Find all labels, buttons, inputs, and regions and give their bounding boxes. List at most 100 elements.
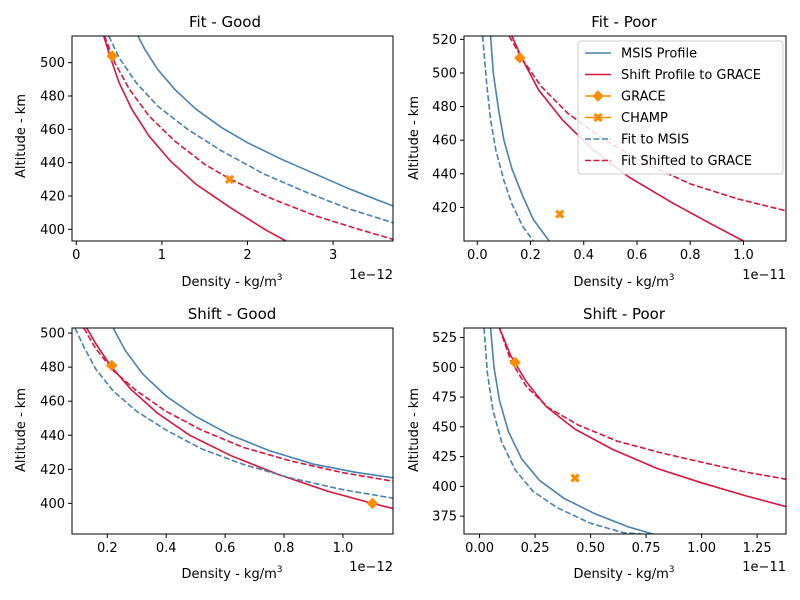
legend: MSIS Profile Shift Profile to GRACE GRACE C… xyxy=(577,40,784,175)
x-tick-label: 3 xyxy=(329,248,337,263)
x-axis-label-sup: 3 xyxy=(669,565,675,575)
y-tick-label: 500 xyxy=(432,361,457,376)
legend-item: Fit to MSIS xyxy=(585,133,689,148)
y-tick-label: 440 xyxy=(40,156,65,171)
plot-area-2: 0.2 0.4 0.6 0.8 1.0 400 420 440 460 480 500 xyxy=(40,327,394,556)
legend-label: Fit to MSIS xyxy=(621,133,689,148)
x-axis-label-sup: 3 xyxy=(277,565,283,575)
y-tick-label: 425 xyxy=(432,450,457,465)
series-line-shift-profile-to-grace xyxy=(102,36,287,241)
grace-marker xyxy=(366,497,379,510)
legend-item: Shift Profile to GRACE xyxy=(585,68,761,83)
axes-frame xyxy=(71,35,394,242)
axes-frame xyxy=(71,327,394,535)
subplot-shift-good: Shift - Good Altitude - km Density - kg/… xyxy=(14,305,393,582)
champ-marker xyxy=(570,473,580,483)
series-group xyxy=(483,328,786,534)
series-line-fit-to-msis xyxy=(74,328,393,499)
series-line-msis-profile xyxy=(489,328,654,534)
champ-marker xyxy=(593,112,603,123)
series-line-fit-to-msis xyxy=(483,328,642,534)
grace-marker xyxy=(106,50,118,62)
legend-label: Fit Shifted to GRACE xyxy=(621,154,752,169)
legend-item: Fit Shifted to GRACE xyxy=(585,154,752,169)
series-line-shift-profile-to-grace xyxy=(498,328,786,508)
legend-label: MSIS Profile xyxy=(621,47,697,62)
subplot-title: Shift - Poor xyxy=(583,305,666,323)
y-tick-label: 460 xyxy=(40,123,65,138)
x-tick-label: 1.0 xyxy=(733,248,754,263)
x-offset-text: 1e−12 xyxy=(349,268,393,283)
legend-item: GRACE xyxy=(585,90,666,105)
x-tick-label: 0 xyxy=(72,248,80,263)
x-offset-text: 1e−11 xyxy=(742,268,786,283)
legend-label: Shift Profile to GRACE xyxy=(621,68,761,83)
legend-frame xyxy=(577,40,784,175)
x-tick-label: 0.6 xyxy=(627,248,648,263)
grace-marker xyxy=(514,52,526,64)
subplot-title: Shift - Good xyxy=(188,305,277,323)
series-line-fit-shifted-to-grace xyxy=(103,36,393,241)
x-axis-label-text: Density - kg/m xyxy=(574,275,669,290)
y-tick-label: 500 xyxy=(432,66,457,81)
x-tick-label: 0.8 xyxy=(680,248,701,263)
y-axis-label: Altitude - km xyxy=(14,94,29,178)
x-tick-label: 0.4 xyxy=(156,541,177,556)
y-tick-label: 450 xyxy=(432,420,457,435)
series-line-msis-profile xyxy=(137,36,393,207)
x-tick-label: 0.6 xyxy=(215,541,236,556)
y-tick-label: 480 xyxy=(432,100,457,115)
x-tick-label: 0.00 xyxy=(465,541,494,556)
y-tick-label: 460 xyxy=(432,134,457,149)
y-tick-label: 525 xyxy=(432,331,457,346)
x-axis-label: Density - kg/m3 xyxy=(574,565,675,582)
grace-marker xyxy=(509,356,521,369)
subplot-shift-poor: Shift - Poor Altitude - km Density - kg/… xyxy=(407,305,786,582)
series-line-fit-shifted-to-grace xyxy=(83,328,393,482)
y-tick-label: 460 xyxy=(40,395,65,410)
y-tick-label: 520 xyxy=(432,33,457,48)
series-line-msis-profile xyxy=(112,328,393,479)
x-axis-label: Density - kg/m3 xyxy=(182,273,283,290)
y-tick-label: 375 xyxy=(432,510,457,525)
y-axis-label: Altitude - km xyxy=(14,388,29,472)
x-tick-label: 0.75 xyxy=(632,541,661,556)
legend-item: MSIS Profile xyxy=(585,47,697,62)
y-tick-label: 440 xyxy=(432,167,457,182)
series-line-fit-shifted-to-grace xyxy=(498,328,786,480)
x-axis-label-text: Density - kg/m xyxy=(574,567,669,582)
x-tick-label: 1.0 xyxy=(333,541,354,556)
x-tick-label: 1.00 xyxy=(687,541,716,556)
y-tick-label: 420 xyxy=(432,201,457,216)
y-axis-label: Altitude - km xyxy=(407,388,422,472)
x-tick-label: 0.50 xyxy=(576,541,605,556)
x-axis-label-text: Density - kg/m xyxy=(182,275,277,290)
y-tick-label: 420 xyxy=(40,463,65,478)
y-tick-label: 400 xyxy=(40,497,65,512)
x-tick-label: 0.2 xyxy=(520,248,541,263)
x-tick-label: 2 xyxy=(243,248,251,263)
subplot-title: Fit - Good xyxy=(189,13,261,31)
x-tick-label: 0.2 xyxy=(97,541,118,556)
axes-frame xyxy=(463,35,787,242)
champ-marker xyxy=(224,174,235,184)
grace-marker xyxy=(592,90,604,102)
y-tick-label: 480 xyxy=(40,361,65,376)
axes-frame xyxy=(463,327,787,535)
y-tick-label: 500 xyxy=(40,56,65,71)
series-line-msis-profile xyxy=(489,36,550,241)
subplot-fit-poor: Fit - Poor Altitude - km Density - kg/m3… xyxy=(407,13,786,290)
y-tick-label: 480 xyxy=(40,90,65,105)
y-tick-label: 420 xyxy=(40,190,65,205)
legend-label: GRACE xyxy=(621,90,666,105)
x-axis-label: Density - kg/m3 xyxy=(574,273,675,290)
series-group xyxy=(74,328,393,510)
legend-label: CHAMP xyxy=(621,111,668,126)
series-group xyxy=(102,36,393,241)
x-tick-label: 0.8 xyxy=(274,541,295,556)
x-axis-label-sup: 3 xyxy=(277,273,283,283)
plot-area-0: 0 1 2 3 400 420 440 460 480 500 xyxy=(40,35,394,263)
x-tick-label: 0.25 xyxy=(521,541,550,556)
x-axis-label: Density - kg/m3 xyxy=(182,565,283,582)
